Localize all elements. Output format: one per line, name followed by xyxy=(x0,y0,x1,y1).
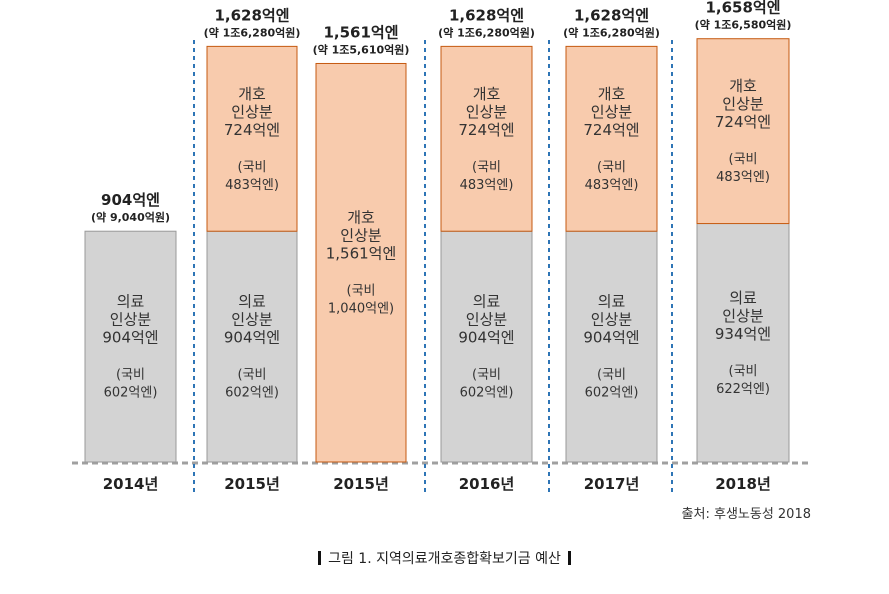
total-label-4: 1,628억엔 xyxy=(449,6,524,24)
total-label-3: 1,561억엔 xyxy=(323,23,398,41)
bar-segment-5-2 xyxy=(565,45,658,232)
segment-label-6-2-5: (국비 xyxy=(729,152,758,167)
segment-label-6-1-5: (국비 xyxy=(729,364,758,379)
segment-label-6-1-2: 인상분 xyxy=(722,307,764,325)
segment-label-5-1-2: 인상분 xyxy=(591,311,633,329)
segment-label-1-1-3: 904억엔 xyxy=(102,329,158,347)
segment-label-5-2-1: 개호 xyxy=(598,85,626,103)
segment-label-4-2-2: 인상분 xyxy=(466,103,508,121)
segment-label-6-2-6: 483억엔) xyxy=(716,170,770,185)
bar-segment-1-1 xyxy=(84,230,177,463)
segment-label-3-2-1: 개호 xyxy=(347,209,375,227)
segment-label-4-1-6: 602억엔) xyxy=(460,386,514,401)
source-note: 출처: 후생노동성 2018 xyxy=(681,507,811,522)
bar-segment-2-1 xyxy=(206,230,298,463)
bar-segment-3-2 xyxy=(315,62,407,463)
figure-caption: 그림 1. 지역의료개호종합확보기금 예산 xyxy=(0,548,889,568)
segment-label-1-1-6: 602억엔) xyxy=(104,386,158,401)
x-tick-label-6: 2018년 xyxy=(715,475,771,493)
segment-label-5-2-5: (국비 xyxy=(597,160,626,175)
segment-label-1-1-1: 의료 xyxy=(117,293,145,311)
segment-label-5-1-3: 904억엔 xyxy=(583,329,639,347)
x-tick-label-3: 2015년 xyxy=(333,475,389,493)
segment-label-6-2-1: 개호 xyxy=(729,77,757,95)
total-label-6: 1,658억엔 xyxy=(705,0,780,17)
segment-label-5-2-3: 724억엔 xyxy=(583,121,639,139)
segment-label-5-1-6: 602억엔) xyxy=(585,386,639,401)
caption-text: 그림 1. 지역의료개호종합확보기금 예산 xyxy=(328,551,561,567)
segment-label-6-2-2: 인상분 xyxy=(722,95,764,113)
bar-segment-4-1 xyxy=(440,230,533,463)
segment-label-4-2-6: 483억엔) xyxy=(460,178,514,193)
total-krw-label-1: (약 9,040억원) xyxy=(91,210,170,224)
segment-label-2-1-3: 904억엔 xyxy=(224,329,280,347)
segment-label-5-1-1: 의료 xyxy=(598,293,626,311)
segment-label-2-1-5: (국비 xyxy=(238,368,267,383)
segment-label-2-1-1: 의료 xyxy=(238,293,266,311)
segment-label-4-1-5: (국비 xyxy=(472,368,501,383)
segment-label-5-2-6: 483억엔) xyxy=(585,178,639,193)
segment-label-6-2-3: 724억엔 xyxy=(715,113,771,131)
segment-label-3-2-6: 1,040억엔) xyxy=(328,302,394,317)
segment-label-2-1-2: 인상분 xyxy=(231,311,273,329)
segment-label-4-1-3: 904억엔 xyxy=(458,329,514,347)
segment-label-4-2-5: (국비 xyxy=(472,160,501,175)
segment-label-6-1-6: 622억엔) xyxy=(716,382,770,397)
segment-label-2-2-1: 개호 xyxy=(238,85,266,103)
caption-right-bar xyxy=(567,551,571,565)
bar-segment-2-2 xyxy=(206,45,298,232)
segment-label-4-1-1: 의료 xyxy=(473,293,501,311)
caption-left-bar xyxy=(318,551,322,565)
segment-label-2-2-5: (국비 xyxy=(238,160,267,175)
segment-label-2-2-6: 483억엔) xyxy=(225,178,279,193)
segment-label-4-2-3: 724억엔 xyxy=(458,121,514,139)
segment-label-1-1-2: 인상분 xyxy=(110,311,152,329)
segment-label-6-1-3: 934억엔 xyxy=(715,325,771,343)
segment-label-4-1-2: 인상분 xyxy=(466,311,508,329)
segment-label-3-2-3: 1,561억엔 xyxy=(326,245,397,263)
total-krw-label-6: (약 1조6,580억원) xyxy=(695,18,792,32)
x-tick-label-5: 2017년 xyxy=(584,475,640,493)
segment-label-6-1-1: 의료 xyxy=(729,289,757,307)
bar-segment-5-1 xyxy=(565,230,658,463)
segment-label-2-2-3: 724억엔 xyxy=(224,121,280,139)
total-label-2: 1,628억엔 xyxy=(214,6,289,24)
segment-label-5-1-5: (국비 xyxy=(597,368,626,383)
x-tick-label-4: 2016년 xyxy=(459,475,515,493)
bar-segment-6-1 xyxy=(696,223,790,463)
total-label-1: 904억엔 xyxy=(101,191,160,209)
bar-segment-4-2 xyxy=(440,45,533,232)
segment-label-3-2-2: 인상분 xyxy=(340,227,382,245)
segment-label-2-1-6: 602억엔) xyxy=(225,386,279,401)
x-tick-label-2: 2015년 xyxy=(224,475,280,493)
x-tick-label-1: 2014년 xyxy=(103,475,159,493)
bar-segment-6-2 xyxy=(696,38,790,225)
segment-label-2-2-2: 인상분 xyxy=(231,103,273,121)
segment-label-5-2-2: 인상분 xyxy=(591,103,633,121)
segment-label-1-1-5: (국비 xyxy=(116,368,145,383)
total-label-5: 1,628억엔 xyxy=(574,6,649,24)
total-krw-label-5: (약 1조6,280억원) xyxy=(563,25,660,39)
total-krw-label-2: (약 1조6,280억원) xyxy=(204,25,301,39)
segment-label-4-2-1: 개호 xyxy=(473,85,501,103)
total-krw-label-3: (약 1조5,610억원) xyxy=(313,42,410,56)
total-krw-label-4: (약 1조6,280억원) xyxy=(438,25,535,39)
segment-label-3-2-5: (국비 xyxy=(347,284,376,299)
